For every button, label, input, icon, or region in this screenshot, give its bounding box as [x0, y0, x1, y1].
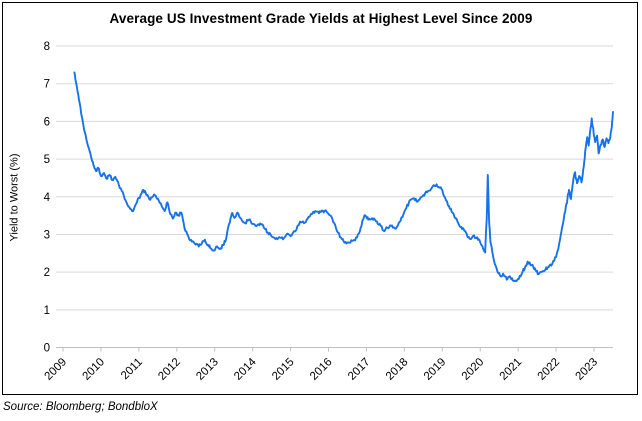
- x-tick-label: 2021: [498, 356, 525, 383]
- yield-line: [73, 71, 614, 283]
- source-note: Source: Bloomberg; BondbloX: [3, 401, 158, 413]
- x-tick-label: 2017: [346, 356, 373, 383]
- x-tick-label: 2012: [156, 356, 183, 383]
- y-tick-label: 5: [44, 154, 50, 166]
- x-tick-label: 2019: [422, 356, 449, 383]
- y-tick-label: 7: [44, 79, 50, 91]
- x-tick-label: 2020: [460, 356, 487, 383]
- y-tick-label: 2: [44, 267, 50, 279]
- y-tick-label: 1: [44, 305, 50, 317]
- y-tick-label: 0: [44, 343, 50, 355]
- x-tick-label: 2011: [119, 356, 145, 382]
- x-tick-label: 2023: [574, 356, 601, 383]
- y-tick-label: 6: [44, 116, 50, 128]
- x-tick-label: 2009: [43, 356, 70, 383]
- x-tick-label: 2018: [384, 356, 411, 383]
- x-tick-label: 2015: [270, 356, 297, 383]
- x-tick-label: 2010: [80, 356, 107, 383]
- y-tick-label: 4: [44, 192, 51, 204]
- y-tick-label: 8: [44, 41, 50, 53]
- x-tick-label: 2013: [194, 356, 221, 383]
- chart-title: Average US Investment Grade Yields at Hi…: [109, 11, 533, 26]
- x-tick-label: 2022: [536, 356, 563, 383]
- y-tick-label: 3: [44, 229, 50, 241]
- x-tick-label: 2016: [308, 356, 335, 383]
- x-tick-label: 2014: [232, 356, 259, 383]
- chart-frame: [2, 2, 638, 395]
